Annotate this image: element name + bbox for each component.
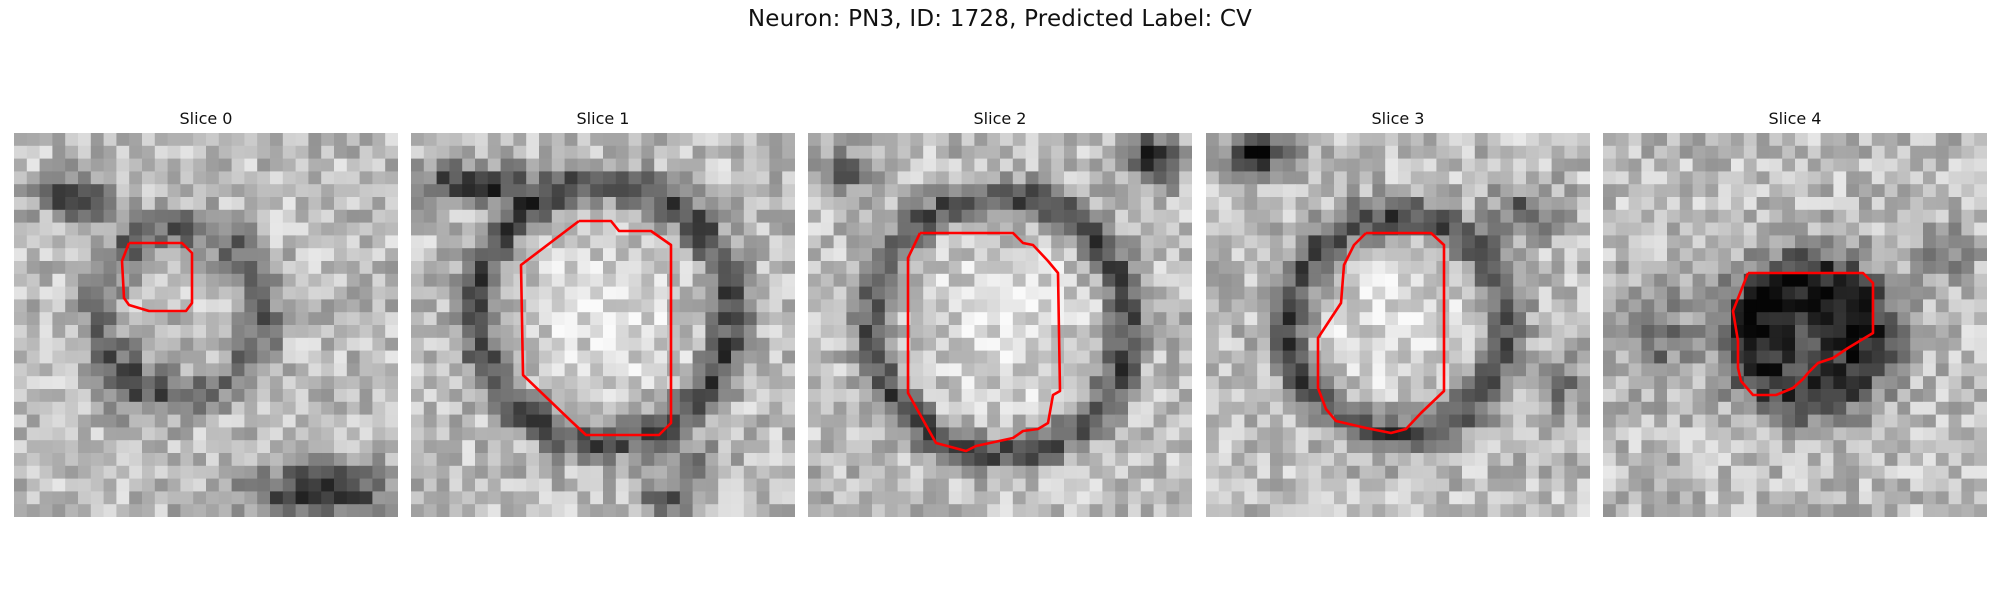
slice-title-1: Slice 1 xyxy=(576,109,630,128)
contour-overlay-1 xyxy=(519,219,673,437)
slice-panel-2: Slice 2 xyxy=(808,108,1192,517)
slice-title-4: Slice 4 xyxy=(1768,109,1822,128)
slice-image-1 xyxy=(411,133,795,517)
slice-image-0 xyxy=(14,133,398,517)
slice-image-4 xyxy=(1603,133,1987,517)
slice-title-3: Slice 3 xyxy=(1371,109,1425,128)
slice-panel-0: Slice 0 xyxy=(14,108,398,517)
figure-title: Neuron: PN3, ID: 1728, Predicted Label: … xyxy=(747,6,1253,32)
contour-overlay-3 xyxy=(1316,231,1446,435)
slice-panel-4: Slice 4 xyxy=(1603,108,1987,517)
slice-title-2: Slice 2 xyxy=(973,109,1027,128)
contour-overlay-0 xyxy=(120,241,194,313)
contour-overlay-2 xyxy=(906,231,1062,453)
slice-panel-3: Slice 3 xyxy=(1206,108,1590,517)
slice-image-2 xyxy=(808,133,1192,517)
slice-image-3 xyxy=(1206,133,1590,517)
contour-overlay-4 xyxy=(1731,271,1875,397)
slice-title-0: Slice 0 xyxy=(179,109,233,128)
slice-panel-1: Slice 1 xyxy=(411,108,795,517)
